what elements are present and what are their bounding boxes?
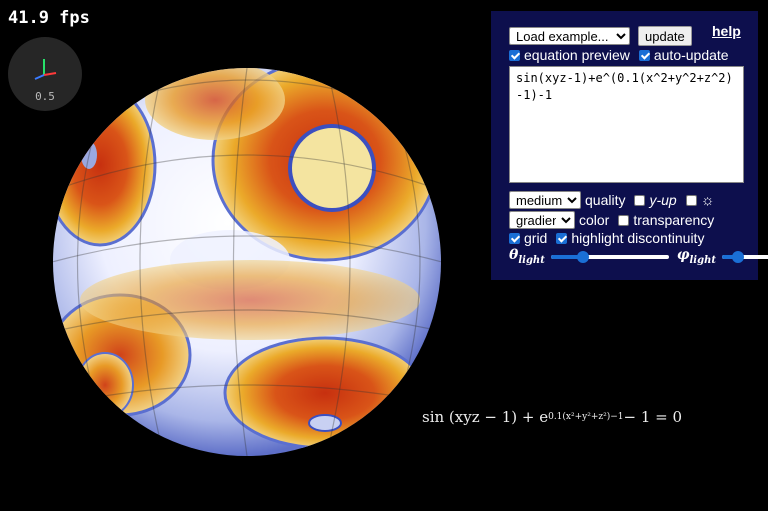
equation-preview-checkbox[interactable] xyxy=(509,49,520,61)
auto-update-checkbox[interactable] xyxy=(638,49,650,61)
equation-preview-label: equation preview xyxy=(524,47,630,63)
color-select[interactable]: gradient xyxy=(509,211,575,229)
transparency-checkbox[interactable] xyxy=(618,214,630,226)
quality-label: quality xyxy=(585,192,626,208)
grid-checkbox[interactable] xyxy=(509,232,520,244)
implicit-surface xyxy=(53,68,441,456)
y-up-label: y-up xyxy=(649,192,677,208)
sun-icon: ☼ xyxy=(700,191,715,209)
help-link[interactable]: help xyxy=(712,23,741,39)
update-button[interactable]: update xyxy=(638,26,692,46)
equation-textarea[interactable]: sin(xyz-1)+e^(0.1(x^2+y^2+z^2)-1)-1 xyxy=(509,66,744,183)
rendered-equation: sin (xyz − 1) + e 0.1(x²+y²+z²)−1 − 1 = 0 xyxy=(414,400,704,434)
y-up-checkbox[interactable] xyxy=(634,194,646,206)
x-axis-icon xyxy=(43,72,57,76)
control-panel: Load example... update help equation pre… xyxy=(491,11,768,280)
transparency-label: transparency xyxy=(633,212,715,228)
phi-light-slider[interactable] xyxy=(721,251,768,264)
axes-scale-label: 0.5 xyxy=(35,90,55,103)
fps-counter: 41.9 fps xyxy=(8,8,90,28)
axes-orientation-widget[interactable]: 0.5 xyxy=(8,37,82,111)
grid-label: grid xyxy=(524,230,548,246)
z-axis-icon xyxy=(34,74,45,80)
auto-update-label: auto-update xyxy=(653,47,729,63)
highlight-discontinuity-checkbox[interactable] xyxy=(556,232,568,244)
phi-light-label: φlight xyxy=(676,247,716,266)
highlight-discontinuity-label: highlight discontinuity xyxy=(571,230,705,246)
color-label: color xyxy=(579,212,610,228)
quality-select[interactable]: medium xyxy=(509,191,581,209)
load-example-select[interactable]: Load example... xyxy=(509,27,630,45)
light-toggle-checkbox[interactable] xyxy=(685,194,697,206)
theta-light-slider[interactable] xyxy=(550,251,669,264)
theta-light-label: θlight xyxy=(509,247,545,266)
